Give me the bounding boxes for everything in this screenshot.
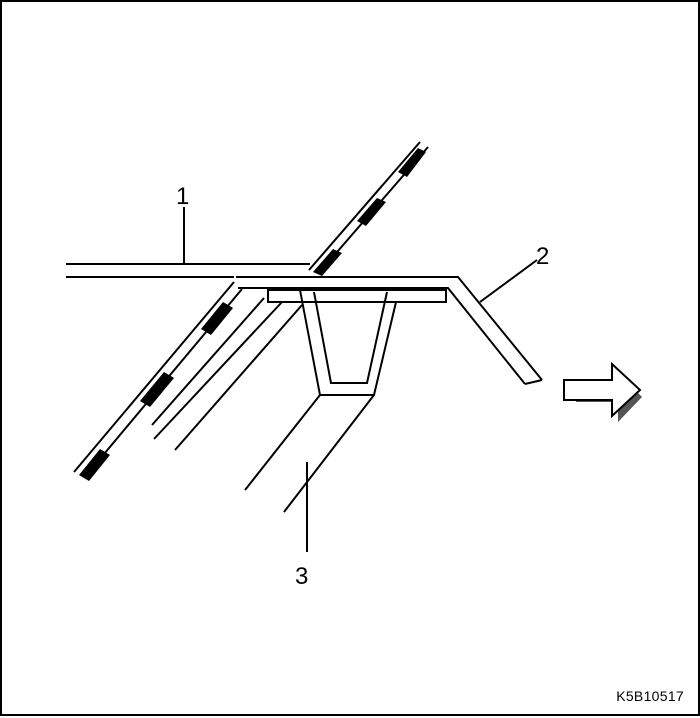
arrow-right-icon (563, 361, 642, 422)
roof-flange (236, 276, 543, 385)
callout-1: 1 (176, 183, 189, 210)
callout-2: 2 (536, 243, 549, 270)
roof-panel (66, 263, 310, 278)
callout-3: 3 (295, 563, 308, 590)
figure-code: K5B10517 (616, 688, 684, 704)
adhesive-strip (267, 289, 447, 303)
leader-lines (183, 207, 538, 552)
windshield-glass (73, 141, 429, 479)
leader-line-2 (479, 259, 538, 303)
roof-frame-channel (151, 289, 446, 513)
windshield-striped-edge (79, 148, 426, 481)
